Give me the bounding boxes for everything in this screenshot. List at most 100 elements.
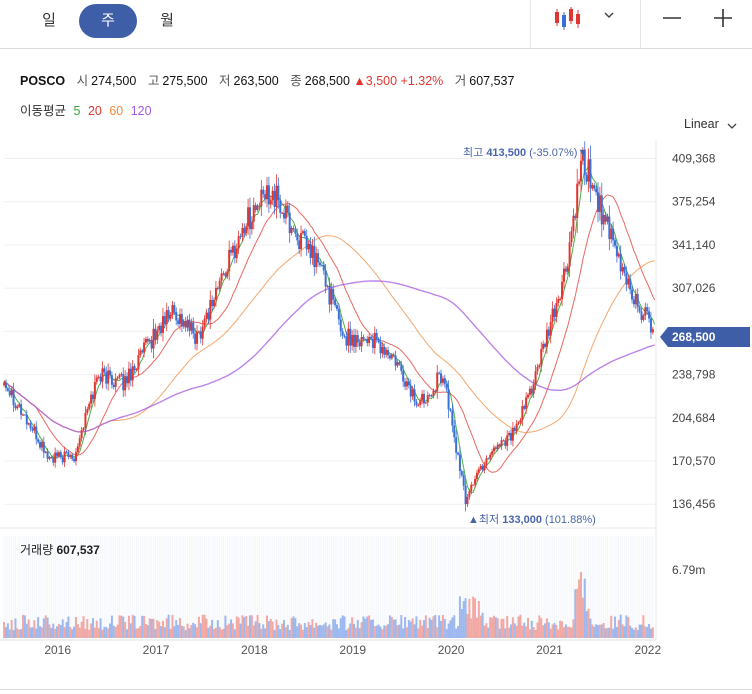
candle-body bbox=[356, 335, 359, 343]
candle-body bbox=[477, 469, 480, 473]
candle-body bbox=[511, 427, 514, 441]
candle-body bbox=[432, 390, 435, 396]
volume-bar bbox=[508, 627, 511, 638]
scale-select[interactable]: Linear bbox=[684, 117, 737, 131]
candle-body bbox=[479, 465, 482, 470]
candle-body bbox=[649, 318, 652, 333]
volume-bar bbox=[146, 625, 149, 638]
volume-bar bbox=[203, 614, 206, 638]
candle-body bbox=[286, 205, 289, 213]
volume-bar bbox=[621, 624, 624, 638]
candle-body bbox=[509, 433, 512, 441]
volume-bar bbox=[256, 615, 259, 638]
volume-bar bbox=[638, 624, 641, 638]
candle-body bbox=[434, 390, 437, 392]
candle-body bbox=[561, 281, 564, 299]
volume-bar bbox=[485, 623, 488, 638]
volume-bar bbox=[615, 626, 618, 638]
volume-bar bbox=[623, 626, 626, 638]
volume-bar bbox=[80, 621, 83, 638]
candle-body bbox=[271, 190, 274, 201]
candle-body bbox=[243, 227, 246, 234]
moving-average-legend[interactable]: 이동평균 5 20 60 120 bbox=[20, 100, 152, 119]
volume-bar bbox=[632, 629, 635, 638]
candle-body bbox=[88, 403, 91, 410]
volume-bar bbox=[10, 619, 13, 638]
candle-body bbox=[383, 347, 386, 355]
y-tick-label: 238,798 bbox=[672, 368, 716, 382]
candle-body bbox=[506, 435, 509, 446]
volume-bar bbox=[540, 618, 543, 638]
tab-weekly[interactable]: 주 bbox=[79, 4, 137, 38]
volume-bar bbox=[235, 616, 238, 638]
chevron-down-icon[interactable] bbox=[602, 8, 616, 22]
volume-bar bbox=[237, 617, 240, 638]
candle-body bbox=[593, 185, 596, 189]
candle-body bbox=[504, 440, 507, 446]
candlestick-icon[interactable] bbox=[553, 6, 583, 32]
candle-body bbox=[470, 484, 473, 492]
candle-body bbox=[353, 334, 356, 347]
candle-body bbox=[277, 185, 280, 201]
volume-bar bbox=[178, 618, 181, 638]
volume-bar bbox=[139, 625, 142, 638]
y-tick-label: 136,456 bbox=[672, 497, 716, 511]
volume-bar bbox=[449, 620, 452, 638]
price-chart[interactable]: 409,368375,254341,140307,026272,912238,7… bbox=[0, 140, 752, 660]
candle-body bbox=[400, 364, 403, 371]
volume-bar bbox=[421, 625, 424, 638]
candle-body bbox=[273, 190, 276, 207]
volume-bar bbox=[273, 630, 276, 638]
volume-bar bbox=[76, 624, 79, 638]
volume-bar bbox=[173, 626, 176, 638]
volume-bar bbox=[555, 624, 558, 638]
candle-body bbox=[161, 316, 164, 333]
candle-body bbox=[39, 442, 42, 448]
volume-bar bbox=[196, 627, 199, 638]
candle-body bbox=[646, 307, 649, 312]
volume-bar bbox=[506, 615, 509, 638]
minus-icon[interactable] bbox=[660, 6, 684, 30]
candle-body bbox=[631, 289, 634, 300]
volume-bar bbox=[598, 624, 601, 638]
volume-bar bbox=[184, 630, 187, 638]
candle-body bbox=[141, 350, 144, 353]
volume-bar bbox=[40, 627, 43, 638]
candle-body bbox=[449, 409, 452, 411]
volume-bar bbox=[152, 618, 155, 638]
volume-bar bbox=[95, 620, 98, 638]
volume-bar bbox=[405, 627, 408, 638]
volume-bar bbox=[71, 629, 74, 638]
candle-body bbox=[625, 273, 628, 285]
tab-monthly[interactable]: 월 bbox=[160, 12, 174, 29]
candle-body bbox=[57, 452, 60, 457]
volume-bar bbox=[426, 627, 429, 638]
volume-bar bbox=[39, 626, 42, 638]
candle-body bbox=[300, 233, 303, 250]
volume-bar bbox=[451, 617, 454, 638]
candle-body bbox=[322, 265, 325, 271]
candle-body bbox=[555, 303, 558, 317]
x-tick-label: 2016 bbox=[44, 643, 71, 657]
tab-daily[interactable]: 일 bbox=[42, 12, 56, 29]
volume-bar bbox=[211, 619, 214, 638]
plus-icon[interactable] bbox=[711, 6, 735, 30]
candle-body bbox=[99, 376, 102, 382]
volume-bar bbox=[239, 623, 242, 638]
volume-bar bbox=[84, 628, 87, 638]
volume-bar bbox=[487, 627, 490, 638]
volume-bar bbox=[213, 629, 216, 638]
candle-body bbox=[351, 334, 354, 346]
candle-body bbox=[532, 383, 535, 394]
volume-bar bbox=[50, 627, 53, 638]
y-tick-label: 409,368 bbox=[672, 152, 716, 166]
volume-bar bbox=[37, 617, 40, 638]
bottom-divider bbox=[0, 689, 752, 690]
candle-body bbox=[180, 314, 183, 327]
volume-bar bbox=[228, 623, 231, 638]
candle-body bbox=[250, 221, 253, 230]
candle-body bbox=[542, 343, 545, 349]
x-tick-label: 2020 bbox=[438, 643, 465, 657]
y-tick-label: 204,684 bbox=[672, 411, 716, 425]
candle-body bbox=[600, 195, 603, 225]
